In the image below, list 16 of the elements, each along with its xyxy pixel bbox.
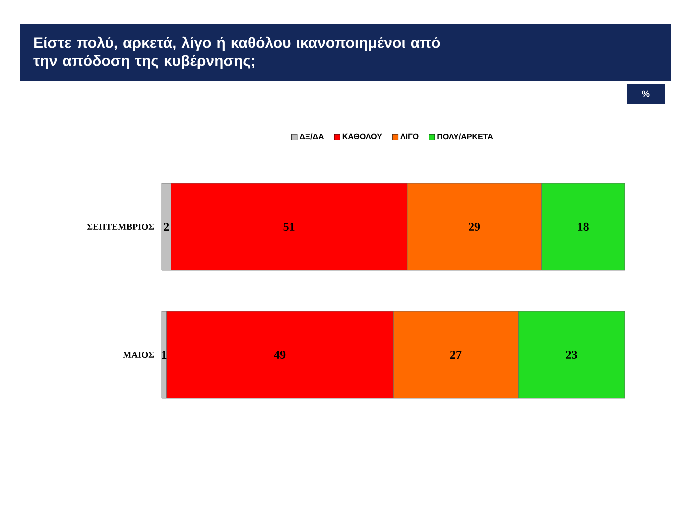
y-tick-label: ΣΕΠΤΕΜΒΡΙΟΣ — [87, 224, 154, 230]
legend-label: ΠΟΛΥ/ΑΡΚΕΤΑ — [438, 134, 494, 140]
chart-title: Είστε πολύ, αρκετά, λίγο ή καθόλου ικανοποιημένοι από την απόδοση της κυβέρνησης; — [34, 36, 440, 70]
legend-label: ΛΙΓΟ — [400, 134, 419, 140]
legend-label: ΔΞ/ΔΑ — [300, 134, 324, 140]
data-label: 2 — [164, 223, 170, 231]
data-label: 49 — [274, 350, 286, 360]
data-label: 18 — [578, 222, 589, 232]
data-label: 1 — [162, 351, 167, 359]
data-label: 51 — [284, 222, 295, 231]
legend-label: ΚΑΘΟΛΟΥ — [342, 134, 382, 140]
data-label: 29 — [469, 222, 480, 232]
text: % — [642, 90, 650, 98]
data-label: 23 — [566, 350, 578, 360]
data-label: 27 — [450, 351, 462, 359]
y-tick-label: ΜΑΙΟΣ — [123, 352, 154, 358]
